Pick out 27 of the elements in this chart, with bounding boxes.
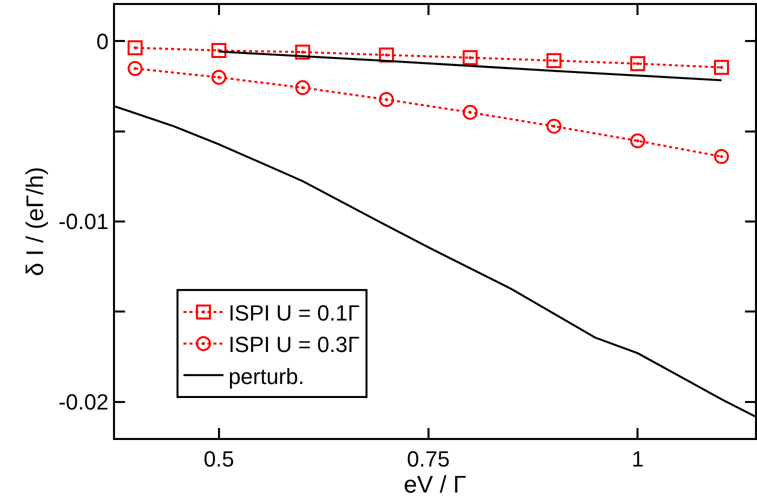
point	[462, 50, 478, 66]
point	[378, 47, 394, 62]
legend-label: ISPI U = 0.3Γ	[228, 332, 360, 358]
x-tick-label: 1	[632, 446, 644, 472]
point	[128, 61, 143, 76]
x-tick-label: 0.5	[204, 446, 234, 472]
point	[546, 53, 562, 68]
point	[295, 44, 310, 60]
point	[714, 149, 729, 164]
point	[295, 80, 310, 96]
y-tick-label: 0	[96, 28, 109, 54]
point	[630, 56, 646, 72]
point	[211, 42, 226, 58]
y-tick-label: -0.02	[58, 390, 109, 415]
point	[462, 104, 478, 120]
point	[714, 60, 729, 75]
y-tick-label: -0.01	[58, 209, 109, 234]
point	[378, 92, 394, 108]
point	[630, 133, 646, 148]
x-tick-label: 0.75	[406, 446, 450, 472]
point	[128, 40, 143, 56]
point	[211, 70, 226, 85]
x-axis-title: eV / Γ	[404, 471, 466, 498]
legend-label: perturb.	[228, 364, 304, 389]
legend-label: ISPI U = 0.1Γ	[228, 300, 360, 326]
y-axis-title: δ I / (eΓ/h)	[22, 166, 50, 276]
point	[546, 118, 562, 134]
